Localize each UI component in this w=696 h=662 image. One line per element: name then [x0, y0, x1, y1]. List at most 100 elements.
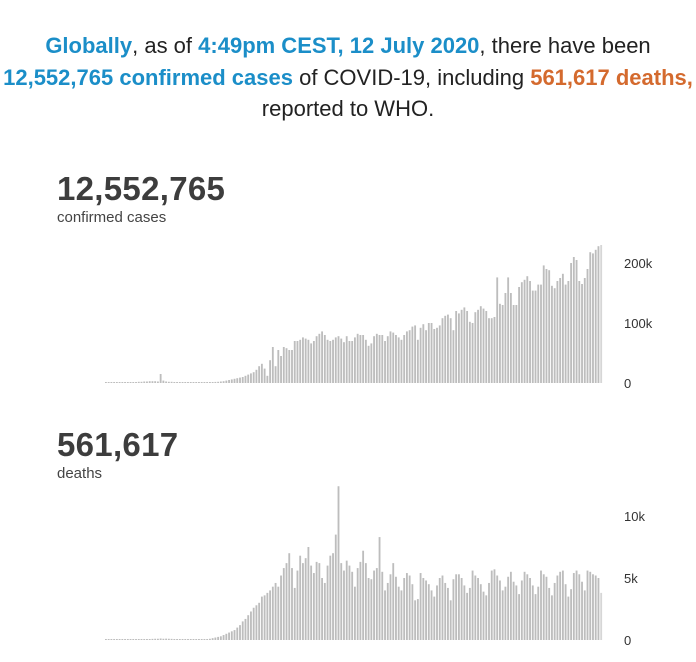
deaths-bar[interactable] — [173, 639, 176, 640]
cases-bar[interactable] — [189, 382, 192, 383]
cases-bar[interactable] — [561, 273, 564, 383]
deaths-bar[interactable] — [581, 581, 583, 640]
deaths-bar[interactable] — [471, 570, 474, 640]
deaths-bar[interactable] — [367, 578, 370, 640]
cases-bar[interactable] — [263, 368, 266, 383]
deaths-bar[interactable] — [113, 639, 116, 640]
cases-bar[interactable] — [354, 337, 356, 383]
cases-bar[interactable] — [170, 381, 173, 383]
deaths-bar[interactable] — [332, 553, 334, 640]
cases-bar[interactable] — [315, 336, 318, 383]
cases-bar[interactable] — [269, 360, 272, 383]
cases-bar[interactable] — [181, 382, 184, 383]
deaths-bar[interactable] — [326, 565, 329, 640]
deaths-bar[interactable] — [239, 625, 241, 640]
deaths-bar[interactable] — [425, 580, 427, 640]
deaths-bar[interactable] — [572, 573, 575, 640]
deaths-bar[interactable] — [167, 638, 170, 640]
deaths-bar[interactable] — [296, 570, 299, 640]
cases-bar[interactable] — [118, 382, 121, 383]
cases-bar[interactable] — [233, 378, 236, 383]
deaths-bar[interactable] — [485, 595, 488, 640]
cases-bar[interactable] — [540, 284, 542, 383]
cases-bar[interactable] — [529, 281, 531, 383]
deaths-bar[interactable] — [288, 553, 291, 640]
deaths-bar[interactable] — [403, 578, 406, 640]
deaths-bar[interactable] — [422, 578, 425, 640]
deaths-bar[interactable] — [285, 563, 288, 640]
deaths-bar[interactable] — [556, 575, 559, 640]
cases-bar[interactable] — [113, 382, 116, 383]
deaths-bar[interactable] — [578, 574, 581, 640]
cases-bar[interactable] — [192, 382, 195, 383]
deaths-bar[interactable] — [176, 639, 178, 640]
cases-bar[interactable] — [523, 279, 526, 383]
deaths-bar[interactable] — [244, 618, 247, 640]
deaths-bar[interactable] — [457, 574, 460, 640]
cases-bar[interactable] — [219, 381, 222, 384]
deaths-bar[interactable] — [589, 571, 592, 640]
cases-bar[interactable] — [589, 252, 592, 383]
cases-bar[interactable] — [241, 377, 244, 383]
deaths-bar[interactable] — [474, 575, 477, 640]
cases-bar[interactable] — [203, 382, 206, 383]
deaths-bar[interactable] — [466, 592, 469, 640]
deaths-bar[interactable] — [515, 585, 518, 640]
deaths-bar[interactable] — [477, 578, 479, 640]
cases-bar[interactable] — [397, 337, 400, 383]
deaths-bar[interactable] — [551, 595, 553, 640]
cases-bar[interactable] — [367, 345, 370, 383]
deaths-bar[interactable] — [137, 639, 140, 640]
cases-bar[interactable] — [302, 337, 304, 383]
deaths-bar[interactable] — [436, 585, 438, 640]
cases-bar[interactable] — [236, 378, 239, 383]
deaths-bar[interactable] — [405, 573, 408, 640]
deaths-bar[interactable] — [362, 550, 365, 640]
deaths-bar[interactable] — [255, 605, 258, 640]
cases-bar[interactable] — [556, 281, 559, 383]
deaths-bar[interactable] — [233, 630, 236, 640]
deaths-bar[interactable] — [252, 607, 255, 640]
deaths-bar[interactable] — [124, 639, 126, 640]
deaths-bar[interactable] — [198, 639, 200, 640]
deaths-bar[interactable] — [271, 586, 274, 640]
cases-bar[interactable] — [559, 278, 562, 383]
cases-bar[interactable] — [271, 347, 274, 383]
cases-bar[interactable] — [143, 381, 146, 384]
cases-bar[interactable] — [600, 245, 603, 383]
cases-bar[interactable] — [321, 331, 323, 383]
cases-bar[interactable] — [433, 329, 436, 383]
deaths-bar[interactable] — [222, 635, 225, 640]
deaths-bar[interactable] — [118, 639, 121, 640]
deaths-bar[interactable] — [499, 580, 501, 640]
deaths-bar[interactable] — [260, 596, 263, 640]
deaths-bar[interactable] — [162, 638, 165, 640]
deaths-bar[interactable] — [192, 639, 195, 640]
deaths-bar[interactable] — [318, 563, 321, 640]
cases-bar[interactable] — [310, 343, 313, 383]
deaths-bar[interactable] — [523, 571, 526, 640]
cases-bar[interactable] — [509, 293, 512, 383]
deaths-bar[interactable] — [468, 587, 471, 640]
cases-bar[interactable] — [436, 327, 438, 383]
cases-bar[interactable] — [414, 325, 417, 383]
cases-bar[interactable] — [222, 381, 225, 383]
cases-bar[interactable] — [239, 377, 241, 383]
deaths-bar[interactable] — [126, 639, 129, 640]
cases-bar[interactable] — [422, 324, 425, 383]
deaths-bar[interactable] — [509, 571, 512, 640]
cases-bar[interactable] — [507, 277, 510, 383]
deaths-bar[interactable] — [600, 592, 603, 640]
cases-bar[interactable] — [575, 260, 578, 383]
cases-bar[interactable] — [156, 381, 159, 384]
cases-bar[interactable] — [211, 382, 214, 383]
deaths-bar[interactable] — [230, 631, 233, 640]
cases-bar[interactable] — [208, 382, 211, 383]
cases-bar[interactable] — [359, 335, 362, 383]
deaths-bar[interactable] — [181, 639, 184, 640]
cases-bar[interactable] — [282, 347, 285, 383]
deaths-bar[interactable] — [241, 621, 244, 640]
cases-bar[interactable] — [162, 380, 165, 383]
deaths-bar[interactable] — [135, 639, 137, 640]
cases-bar[interactable] — [228, 380, 230, 383]
